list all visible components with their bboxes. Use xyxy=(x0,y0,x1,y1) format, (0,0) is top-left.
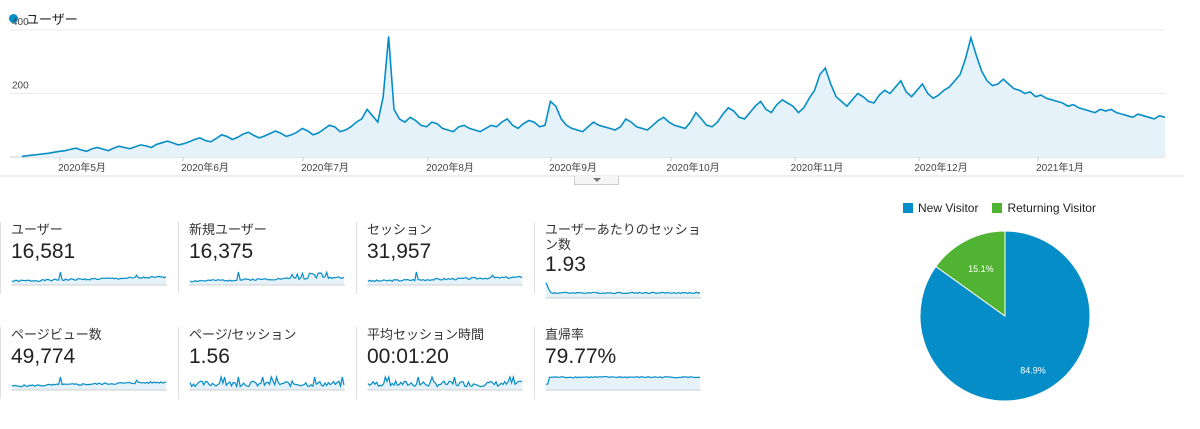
sparkline-line xyxy=(189,270,345,283)
x-tick-label: 2020年12月 xyxy=(914,161,967,174)
sparkline-line xyxy=(11,271,167,283)
legend-item-new-visitor[interactable]: New Visitor xyxy=(903,201,978,215)
legend-label: ユーザー xyxy=(26,12,78,27)
sparkline-line xyxy=(545,282,701,295)
metric-label: ユーザー xyxy=(11,222,63,237)
sparkline-area xyxy=(546,282,700,298)
sparkline-area xyxy=(368,272,522,285)
pie-slice-returning-visitor[interactable] xyxy=(935,230,1006,317)
chart-expand-handle[interactable] xyxy=(574,176,619,185)
x-tick-label: 2020年9月 xyxy=(549,161,597,174)
x-tick-label: 2020年10月 xyxy=(666,161,719,174)
metric-label: ユーザーあたりのセッション数 xyxy=(545,222,701,252)
x-tick-label: 2021年1月 xyxy=(1036,161,1084,174)
metric-sessions-per-user[interactable]: ユーザーあたりのセッション数 1.93 xyxy=(534,222,706,299)
sparkline-area xyxy=(12,272,166,285)
metric-value: 16,581 xyxy=(11,240,76,263)
metric-sparkline xyxy=(367,374,523,391)
legend-label: New Visitor xyxy=(918,201,979,215)
x-tick-label: 2020年6月 xyxy=(181,161,229,174)
y-tick-label: 400 xyxy=(12,17,29,28)
metric-new-users[interactable]: 新規ユーザー 16,375 xyxy=(178,222,350,294)
legend-label: Returning Visitor xyxy=(1007,201,1096,215)
metric-label: 新規ユーザー xyxy=(189,222,267,237)
metric-pageviews[interactable]: ページビュー数 49,774 xyxy=(0,327,172,399)
legend-swatch xyxy=(992,203,1003,213)
users-line xyxy=(21,34,1166,158)
sparkline-line xyxy=(189,374,345,389)
metric-sparkline xyxy=(545,282,701,299)
metric-label: 直帰率 xyxy=(545,327,585,342)
pie-slice-label: 15.1% xyxy=(968,264,994,274)
metric-sessions[interactable]: セッション 31,957 xyxy=(356,222,528,294)
x-tick-label: 2020年7月 xyxy=(301,161,349,174)
x-tick-label: 2020年11月 xyxy=(791,161,844,174)
metric-sparkline xyxy=(11,271,167,286)
metric-sparkline xyxy=(545,375,701,391)
pie-slice-new-visitor[interactable] xyxy=(919,230,1091,402)
metric-label: セッション xyxy=(367,222,433,237)
chevron-down-icon xyxy=(592,178,601,182)
metric-value: 49,774 xyxy=(11,345,76,368)
legend-dot xyxy=(9,14,18,23)
metric-bounce-rate[interactable]: 直帰率 79.77% xyxy=(534,327,706,399)
y-tick-label: 200 xyxy=(12,81,29,92)
sparkline-line xyxy=(367,374,523,388)
metric-avg-session-duration[interactable]: 平均セッション時間 00:01:20 xyxy=(356,327,528,399)
metric-value: 1.93 xyxy=(545,253,586,276)
pie-slice-label: 84.9% xyxy=(1020,365,1046,375)
metric-value: 1.56 xyxy=(189,345,230,368)
sparkline-line xyxy=(367,271,523,283)
x-tick-label: 2020年5月 xyxy=(58,161,106,174)
sparkline-area xyxy=(546,376,700,390)
pie-legend: New Visitor Returning Visitor xyxy=(903,201,1096,215)
users-line-chart: 400 200 2020年5月 2020年6月 2020年7月 2020年8月 2020年9… xyxy=(0,17,1184,177)
x-tick-label: 2020年8月 xyxy=(426,161,474,174)
metric-label: 平均セッション時間 xyxy=(367,327,485,342)
visitor-pie-chart: 84.9% 15.1% xyxy=(919,230,1091,402)
metric-label: ページビュー数 xyxy=(11,327,102,342)
metric-value: 79.77% xyxy=(545,345,617,368)
metric-pages-per-session[interactable]: ページ/セッション 1.56 xyxy=(178,327,350,399)
legend-swatch xyxy=(903,203,913,213)
metric-sparkline xyxy=(189,270,345,286)
metric-sparkline xyxy=(189,374,345,391)
metric-label: ページ/セッション xyxy=(189,327,297,342)
sparkline-area xyxy=(12,377,166,390)
chart-legend: ユーザー xyxy=(9,9,78,28)
metric-sparkline xyxy=(11,376,167,391)
sparkline-line xyxy=(546,375,701,385)
metric-value: 00:01:20 xyxy=(367,345,449,368)
sparkline-area xyxy=(190,377,344,390)
metric-value: 16,375 xyxy=(189,240,254,263)
sparkline-line xyxy=(11,376,167,388)
metric-value: 31,957 xyxy=(367,240,432,263)
metric-sparkline xyxy=(367,271,523,286)
users-area xyxy=(22,36,1165,157)
legend-item-returning-visitor[interactable]: Returning Visitor xyxy=(992,201,1096,215)
metric-users[interactable]: ユーザー 16,581 xyxy=(0,222,172,294)
sparkline-area xyxy=(190,272,344,285)
